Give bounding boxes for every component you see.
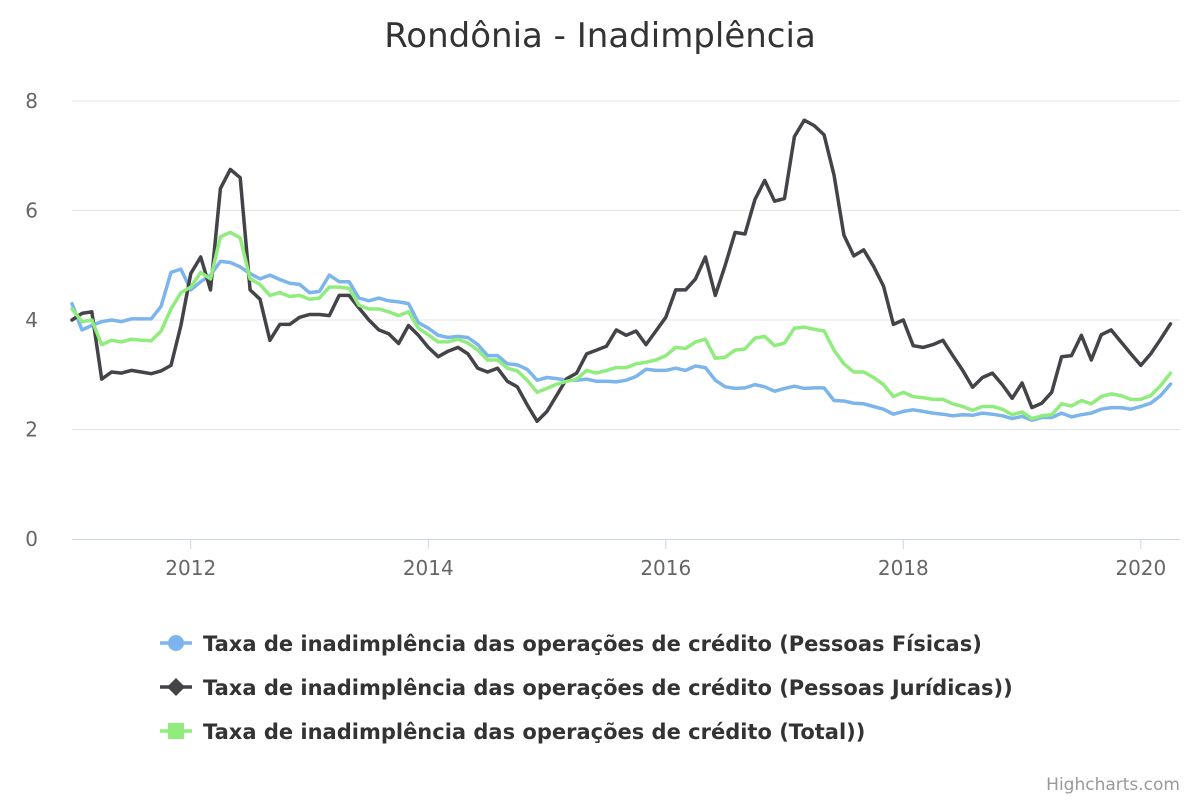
x-tick-label-2012: 2012 <box>165 556 216 580</box>
y-tick-label-4: 4 <box>25 308 38 332</box>
y-axis-labels: 0 2 4 6 8 <box>25 89 38 551</box>
legend-item-square[interactable]: Taxa de inadimplência das operações de c… <box>160 720 865 744</box>
series-line-square[interactable] <box>70 230 1173 421</box>
x-tick-label-2014: 2014 <box>403 556 454 580</box>
legend-label-square: Taxa de inadimplência das operações de c… <box>203 720 865 744</box>
legend-label-circle: Taxa de inadimplência das operações de c… <box>203 632 982 656</box>
y-tick-label-2: 2 <box>25 418 38 442</box>
x-tick-label-2020: 2020 <box>1115 556 1166 580</box>
legend-item-diamond[interactable]: Taxa de inadimplência das operações de c… <box>160 676 1013 700</box>
credits-label[interactable]: Highcharts.com <box>1046 775 1180 795</box>
grid-lines <box>72 100 1180 430</box>
legend-symbol-circle <box>168 635 184 651</box>
series-group <box>70 118 1173 424</box>
series-line-circle[interactable] <box>70 259 1173 422</box>
legend-symbol-diamond <box>167 678 185 696</box>
series-line-diamond[interactable] <box>70 118 1173 424</box>
x-axis: 2012 2014 2016 2018 2020 <box>72 539 1180 580</box>
y-tick-label-0: 0 <box>25 527 38 551</box>
y-tick-label-6: 6 <box>25 199 38 223</box>
legend: Taxa de inadimplência das operações de c… <box>160 632 1013 744</box>
y-tick-label-8: 8 <box>25 89 38 113</box>
legend-item-circle[interactable]: Taxa de inadimplência das operações de c… <box>160 632 982 656</box>
x-tick-label-2016: 2016 <box>640 556 691 580</box>
legend-label-diamond: Taxa de inadimplência das operações de c… <box>203 676 1013 700</box>
chart-title: Rondônia - Inadimplência <box>384 16 816 56</box>
x-tick-label-2018: 2018 <box>878 556 929 580</box>
legend-symbol-square <box>168 723 184 739</box>
